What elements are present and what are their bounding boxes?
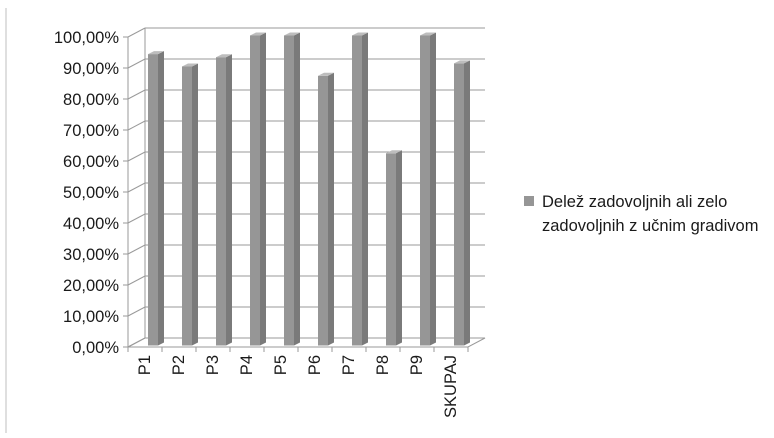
gridline-depth — [127, 151, 146, 162]
bars — [148, 32, 470, 346]
bar-front — [148, 54, 158, 346]
x-axis-tick-labels: P1 P2 P3 P4 P5 P6 P7 P8 P9 SKUPAJ — [136, 355, 460, 418]
bar-front — [318, 75, 328, 346]
x-tick-label: P2 — [170, 355, 188, 375]
x-tick-label: P5 — [272, 355, 290, 375]
bar-front — [454, 63, 464, 346]
bar-side — [158, 51, 164, 346]
bar-top — [352, 32, 368, 36]
bar-top — [318, 72, 334, 76]
y-tick-label: 50,00% — [63, 184, 119, 202]
bar-top — [216, 54, 232, 58]
y-tick-label: 60,00% — [63, 153, 119, 171]
gridline-depth — [127, 27, 146, 38]
x-tick-label: P6 — [306, 355, 324, 375]
bar-p3 — [216, 54, 232, 346]
bar-skupaj — [454, 60, 470, 346]
y-tick-label: 0,00% — [72, 339, 119, 357]
bar-side — [362, 32, 368, 346]
bar-front — [284, 35, 294, 346]
y-tick-label: 30,00% — [63, 246, 119, 264]
axes — [123, 28, 486, 352]
bar-p5 — [284, 32, 300, 346]
x-tick-label: SKUPAJ — [442, 355, 460, 418]
y-axis-tick-labels: 0,00% 10,00% 20,00% 30,00% 40,00% 50,00% 60,00… — [54, 29, 119, 357]
gridline-depth — [127, 275, 146, 286]
x-tick-label: P4 — [238, 355, 256, 375]
bar-front — [216, 57, 226, 346]
bar-top — [284, 32, 300, 36]
bar-p9 — [420, 32, 436, 346]
x-tick-label: P8 — [374, 355, 392, 375]
legend-label: Delež zadovoljnih ali zelo zadovoljnih z… — [542, 193, 759, 235]
bar-side — [328, 72, 334, 346]
gridline-depth — [127, 182, 146, 193]
bar-front — [386, 153, 396, 346]
bar-p7 — [352, 32, 368, 346]
bar-side — [260, 32, 266, 346]
x-tick-label: P9 — [408, 355, 426, 375]
bar-top — [454, 60, 470, 64]
bar-top — [148, 51, 164, 55]
bar-front — [182, 66, 192, 346]
bar-top — [182, 63, 198, 67]
bar-top — [420, 32, 436, 36]
bar-side — [396, 150, 402, 346]
gridline-depth — [127, 244, 146, 255]
legend: Delež zadovoljnih ali zelo zadovoljnih z… — [524, 190, 769, 238]
y-tick-label: 90,00% — [63, 60, 119, 78]
gridline-depth — [127, 213, 146, 224]
bar-p2 — [182, 63, 198, 346]
bar-side — [464, 60, 470, 346]
bar-front — [352, 35, 362, 346]
gridline-depth — [127, 89, 146, 100]
gridline-depth — [127, 58, 146, 69]
legend-swatch — [524, 196, 534, 206]
y-tick-label: 100,00% — [54, 29, 119, 47]
y-tick-label: 20,00% — [63, 277, 119, 295]
bar-p1 — [148, 51, 164, 346]
chart-floor — [127, 337, 486, 348]
bar-side — [294, 32, 300, 346]
y-tick-label: 70,00% — [63, 122, 119, 140]
bar-p6 — [318, 72, 334, 346]
bar-front — [250, 35, 260, 346]
bar-side — [226, 54, 232, 346]
gridline-depth — [127, 306, 146, 317]
gridline-depth — [127, 120, 146, 131]
bar-p8 — [386, 150, 402, 346]
x-tick-label: P3 — [204, 355, 222, 375]
bar-front — [420, 35, 430, 346]
y-tick-label: 10,00% — [63, 308, 119, 326]
bar-p4 — [250, 32, 266, 346]
y-tick-label: 80,00% — [63, 91, 119, 109]
bar-side — [430, 32, 436, 346]
x-tick-label: P1 — [136, 355, 154, 375]
y-tick-label: 40,00% — [63, 215, 119, 233]
x-tick-label: P7 — [340, 355, 358, 375]
bar-top — [250, 32, 266, 36]
bar-top — [386, 150, 402, 154]
bar-side — [192, 63, 198, 346]
